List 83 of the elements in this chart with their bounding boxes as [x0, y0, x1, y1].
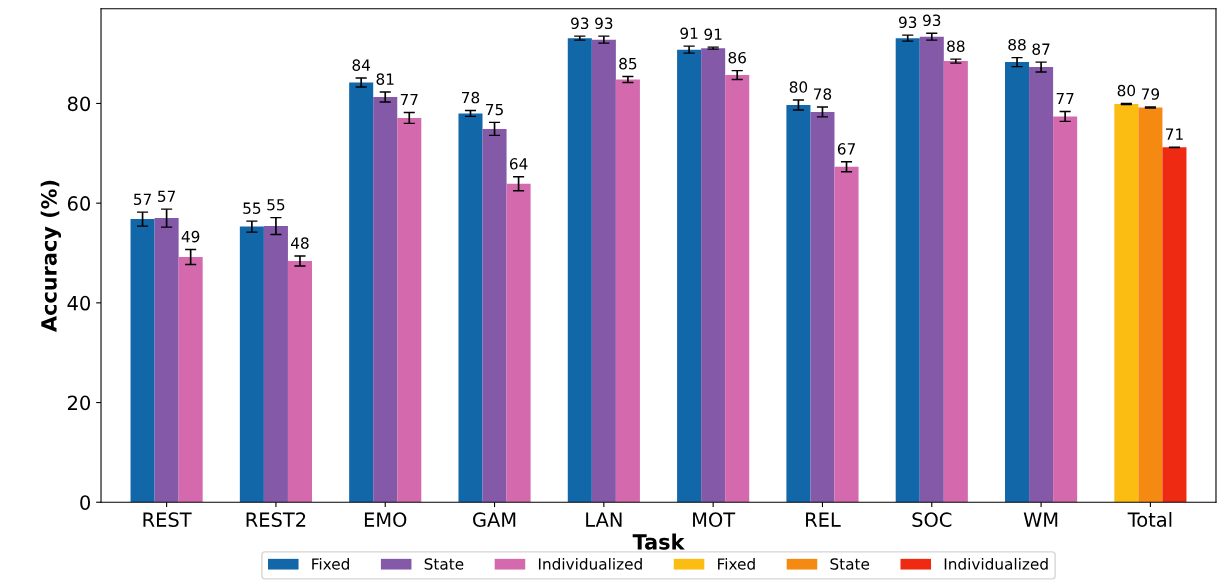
data-label: 93	[923, 14, 941, 27]
legend-label: Individualized	[944, 557, 1048, 570]
data-label: 85	[619, 57, 637, 70]
data-label: 55	[267, 199, 285, 211]
data-label: 87	[1032, 43, 1050, 55]
x-tick-label: Total	[1127, 511, 1172, 528]
bar	[154, 218, 179, 503]
x-tick-label: LAN	[586, 512, 622, 527]
bar	[701, 48, 726, 503]
data-label: 71	[1165, 128, 1183, 140]
bar	[1005, 62, 1030, 503]
data-label: 86	[728, 51, 746, 64]
x-axis-title: Task	[632, 533, 685, 550]
data-label: 80	[1117, 84, 1136, 97]
x-tick-label: REL	[806, 512, 841, 527]
data-label: 93	[595, 17, 613, 30]
bar	[458, 113, 483, 503]
bar	[615, 79, 640, 503]
y-tick-label: 40	[67, 295, 91, 311]
data-label: 57	[134, 193, 151, 206]
bar	[567, 38, 592, 503]
bar	[373, 96, 398, 503]
bar	[591, 39, 616, 503]
data-label: 80	[789, 81, 808, 93]
data-label: 49	[181, 230, 200, 243]
y-axis-title: Accuracy (%)	[40, 180, 61, 332]
bar	[834, 166, 859, 503]
data-label: 77	[1056, 92, 1074, 105]
legend-label: Individualized	[538, 557, 642, 570]
bar	[1162, 147, 1187, 503]
bar	[239, 226, 264, 503]
x-tick-label: WM	[1023, 512, 1058, 527]
y-tick-label: 60	[67, 196, 91, 211]
y-tick-label: 20	[67, 395, 91, 411]
bar	[943, 61, 968, 503]
data-label: 75	[486, 103, 503, 116]
bar	[1029, 67, 1054, 503]
bar	[1114, 103, 1139, 503]
legend-label: State	[830, 558, 870, 570]
data-label: 78	[462, 91, 480, 104]
bar	[1053, 116, 1078, 503]
data-label: 81	[376, 73, 394, 85]
data-label: 67	[837, 143, 855, 155]
data-label: 77	[400, 93, 418, 106]
data-label: 57	[158, 190, 176, 203]
bar	[895, 38, 920, 503]
x-tick-label: REST	[143, 512, 192, 528]
data-label: 93	[898, 16, 917, 29]
data-label: 84	[352, 59, 371, 71]
x-tick-label: REST2	[246, 512, 306, 528]
bar	[1138, 107, 1163, 503]
data-label: 55	[243, 202, 261, 214]
bar	[397, 117, 422, 503]
bar	[263, 226, 288, 503]
legend-label: Fixed	[718, 557, 755, 570]
data-label: 88	[947, 40, 965, 52]
data-label: 79	[1141, 88, 1160, 100]
legend-label: State	[424, 558, 464, 570]
data-label: 91	[704, 28, 722, 41]
x-tick-label: EMO	[364, 512, 407, 528]
x-tick-label: GAM	[473, 512, 516, 528]
data-label: 93	[571, 17, 589, 30]
y-tick-label: 0	[80, 495, 91, 510]
bar	[919, 36, 944, 503]
bar	[130, 219, 155, 503]
bar	[725, 75, 750, 503]
bar	[786, 104, 811, 503]
bar	[349, 82, 374, 503]
data-label: 91	[680, 27, 698, 40]
bar	[178, 257, 203, 503]
data-label: 64	[509, 158, 528, 170]
bar	[677, 49, 702, 503]
data-label: 88	[1008, 38, 1026, 51]
bar	[506, 183, 531, 503]
data-label: 48	[290, 237, 309, 249]
x-tick-label: MOT	[693, 512, 736, 528]
bar	[287, 260, 312, 503]
bar	[810, 111, 835, 503]
x-tick-label: SOC	[912, 512, 952, 528]
data-label: 78	[814, 88, 832, 100]
y-tick-label: 80	[67, 96, 91, 112]
bar	[482, 128, 507, 503]
legend-label: Fixed	[312, 557, 349, 570]
